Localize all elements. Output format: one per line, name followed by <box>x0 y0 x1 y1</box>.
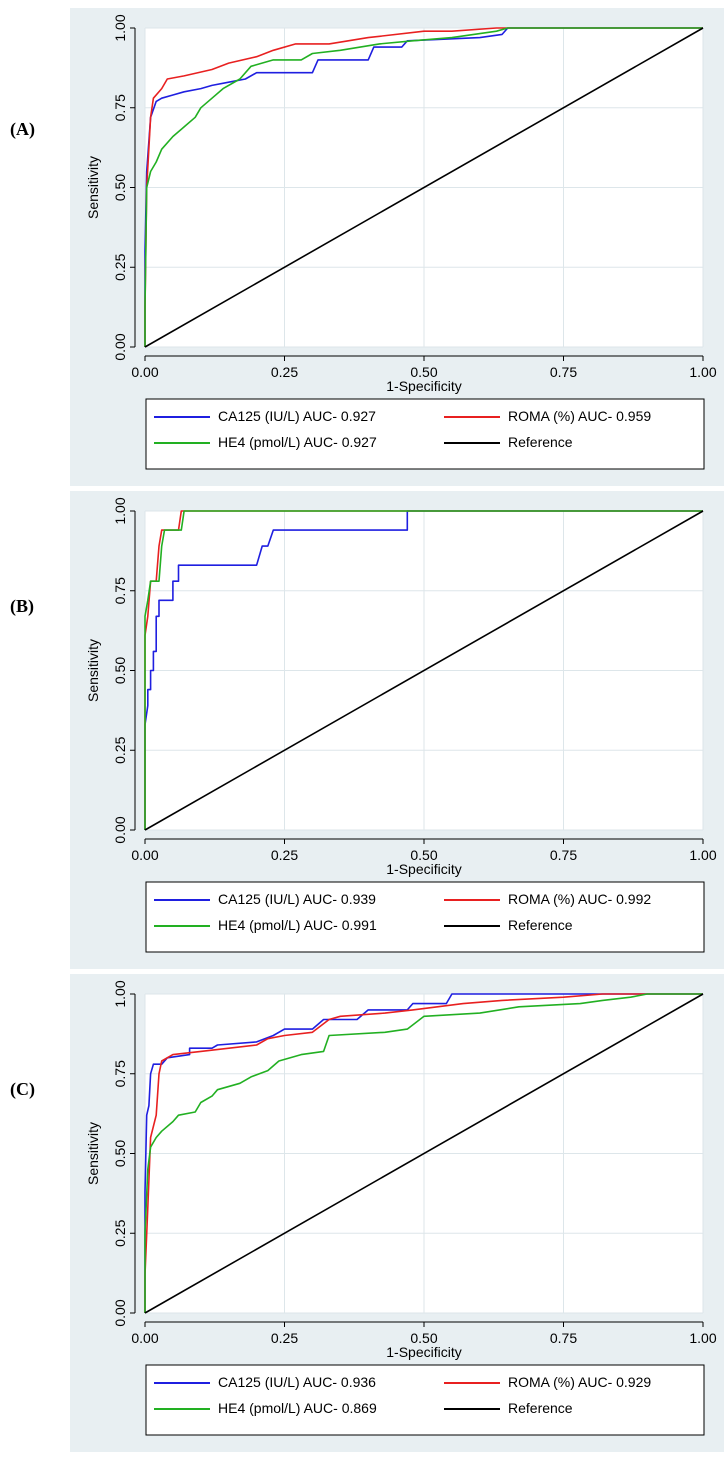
legend-label: Reference <box>508 434 573 450</box>
x-axis-title: 1-Specificity <box>386 861 461 877</box>
legend-label: HE4 (pmol/L) AUC- 0.927 <box>218 434 377 450</box>
x-tick-label: 0.00 <box>131 1330 158 1346</box>
series-line-he4-pmol-l <box>144 27 703 347</box>
legend-label: HE4 (pmol/L) AUC- 0.869 <box>218 1400 377 1416</box>
roc-chart-a: 0.00 0.25 0.50 0.75 1.00 0.00 0.25 0.50 0.75 1.00… <box>70 8 724 486</box>
x-tick-label: 0.25 <box>271 1330 298 1346</box>
legend-label: ROMA (%) AUC- 0.959 <box>508 408 651 424</box>
roc-chart-b: 0.00 0.25 0.50 0.75 1.00 0.00 0.25 0.50 0.75 1.00… <box>70 491 724 969</box>
y-axis-title: Sensitivity <box>85 639 101 702</box>
y-tick-label: 1.00 <box>112 980 128 1007</box>
x-tick-label: 0.50 <box>410 847 437 863</box>
legend-label: Reference <box>508 917 573 933</box>
x-tick-label: 0.50 <box>410 1330 437 1346</box>
series-line-roma <box>144 993 703 1313</box>
x-axis-title: 1-Specificity <box>386 1344 461 1360</box>
series-line-roma <box>144 27 703 347</box>
y-tick-label: 1.00 <box>112 14 128 41</box>
x-tick-label: 0.25 <box>271 847 298 863</box>
panel-label-b: (B) <box>10 596 34 616</box>
legend-box <box>145 398 705 470</box>
legend-label: CA125 (IU/L) AUC- 0.927 <box>218 408 376 424</box>
y-tick-label: 0.25 <box>112 1219 128 1246</box>
x-tick-label: 1.00 <box>689 847 716 863</box>
legend-label: CA125 (IU/L) AUC- 0.936 <box>218 1374 376 1390</box>
series-line-ca125-iu-l <box>144 510 703 830</box>
roc-chart-c: 0.00 0.25 0.50 0.75 1.00 0.00 0.25 0.50 0.75 1.00… <box>70 974 724 1452</box>
legend-label: CA125 (IU/L) AUC- 0.939 <box>218 891 376 907</box>
x-tick-label: 0.00 <box>131 847 158 863</box>
y-axis-title: Sensitivity <box>85 156 101 219</box>
y-tick-label: 0.50 <box>112 657 128 684</box>
y-tick-label: 0.25 <box>112 736 128 763</box>
x-tick-label: 0.50 <box>410 364 437 380</box>
y-axis-title: Sensitivity <box>85 1122 101 1185</box>
y-tick-label: 0.75 <box>112 577 128 604</box>
legend-box <box>145 881 705 953</box>
series-line-roma <box>144 510 703 830</box>
series-line-reference <box>144 993 704 1314</box>
y-tick-label: 0.50 <box>112 174 128 201</box>
x-tick-label: 0.75 <box>550 364 577 380</box>
x-tick-label: 1.00 <box>689 364 716 380</box>
x-tick-label: 1.00 <box>689 1330 716 1346</box>
legend-label: HE4 (pmol/L) AUC- 0.991 <box>218 917 377 933</box>
x-tick-label: 0.00 <box>131 364 158 380</box>
y-tick-label: 0.50 <box>112 1140 128 1167</box>
series-line-he4-pmol-l <box>144 993 703 1313</box>
legend-label: Reference <box>508 1400 573 1416</box>
legend-label: ROMA (%) AUC- 0.992 <box>508 891 651 907</box>
y-tick-label: 0.00 <box>112 1299 128 1326</box>
y-tick-label: 0.25 <box>112 253 128 280</box>
series-line-ca125-iu-l <box>144 993 703 1313</box>
y-tick-label: 0.75 <box>112 94 128 121</box>
y-tick-label: 1.00 <box>112 497 128 524</box>
panel-label-a: (A) <box>10 119 35 139</box>
x-tick-label: 0.25 <box>271 364 298 380</box>
series-line-he4-pmol-l <box>144 510 703 830</box>
legend-box <box>145 1364 705 1436</box>
series-line-reference <box>144 27 704 348</box>
y-tick-label: 0.00 <box>112 816 128 843</box>
x-axis-title: 1-Specificity <box>386 378 461 394</box>
legend-label: ROMA (%) AUC- 0.929 <box>508 1374 651 1390</box>
panel-label-c: (C) <box>10 1079 35 1099</box>
series-line-reference <box>144 510 704 831</box>
y-tick-label: 0.75 <box>112 1060 128 1087</box>
x-tick-label: 0.75 <box>550 1330 577 1346</box>
y-tick-label: 0.00 <box>112 333 128 360</box>
x-tick-label: 0.75 <box>550 847 577 863</box>
